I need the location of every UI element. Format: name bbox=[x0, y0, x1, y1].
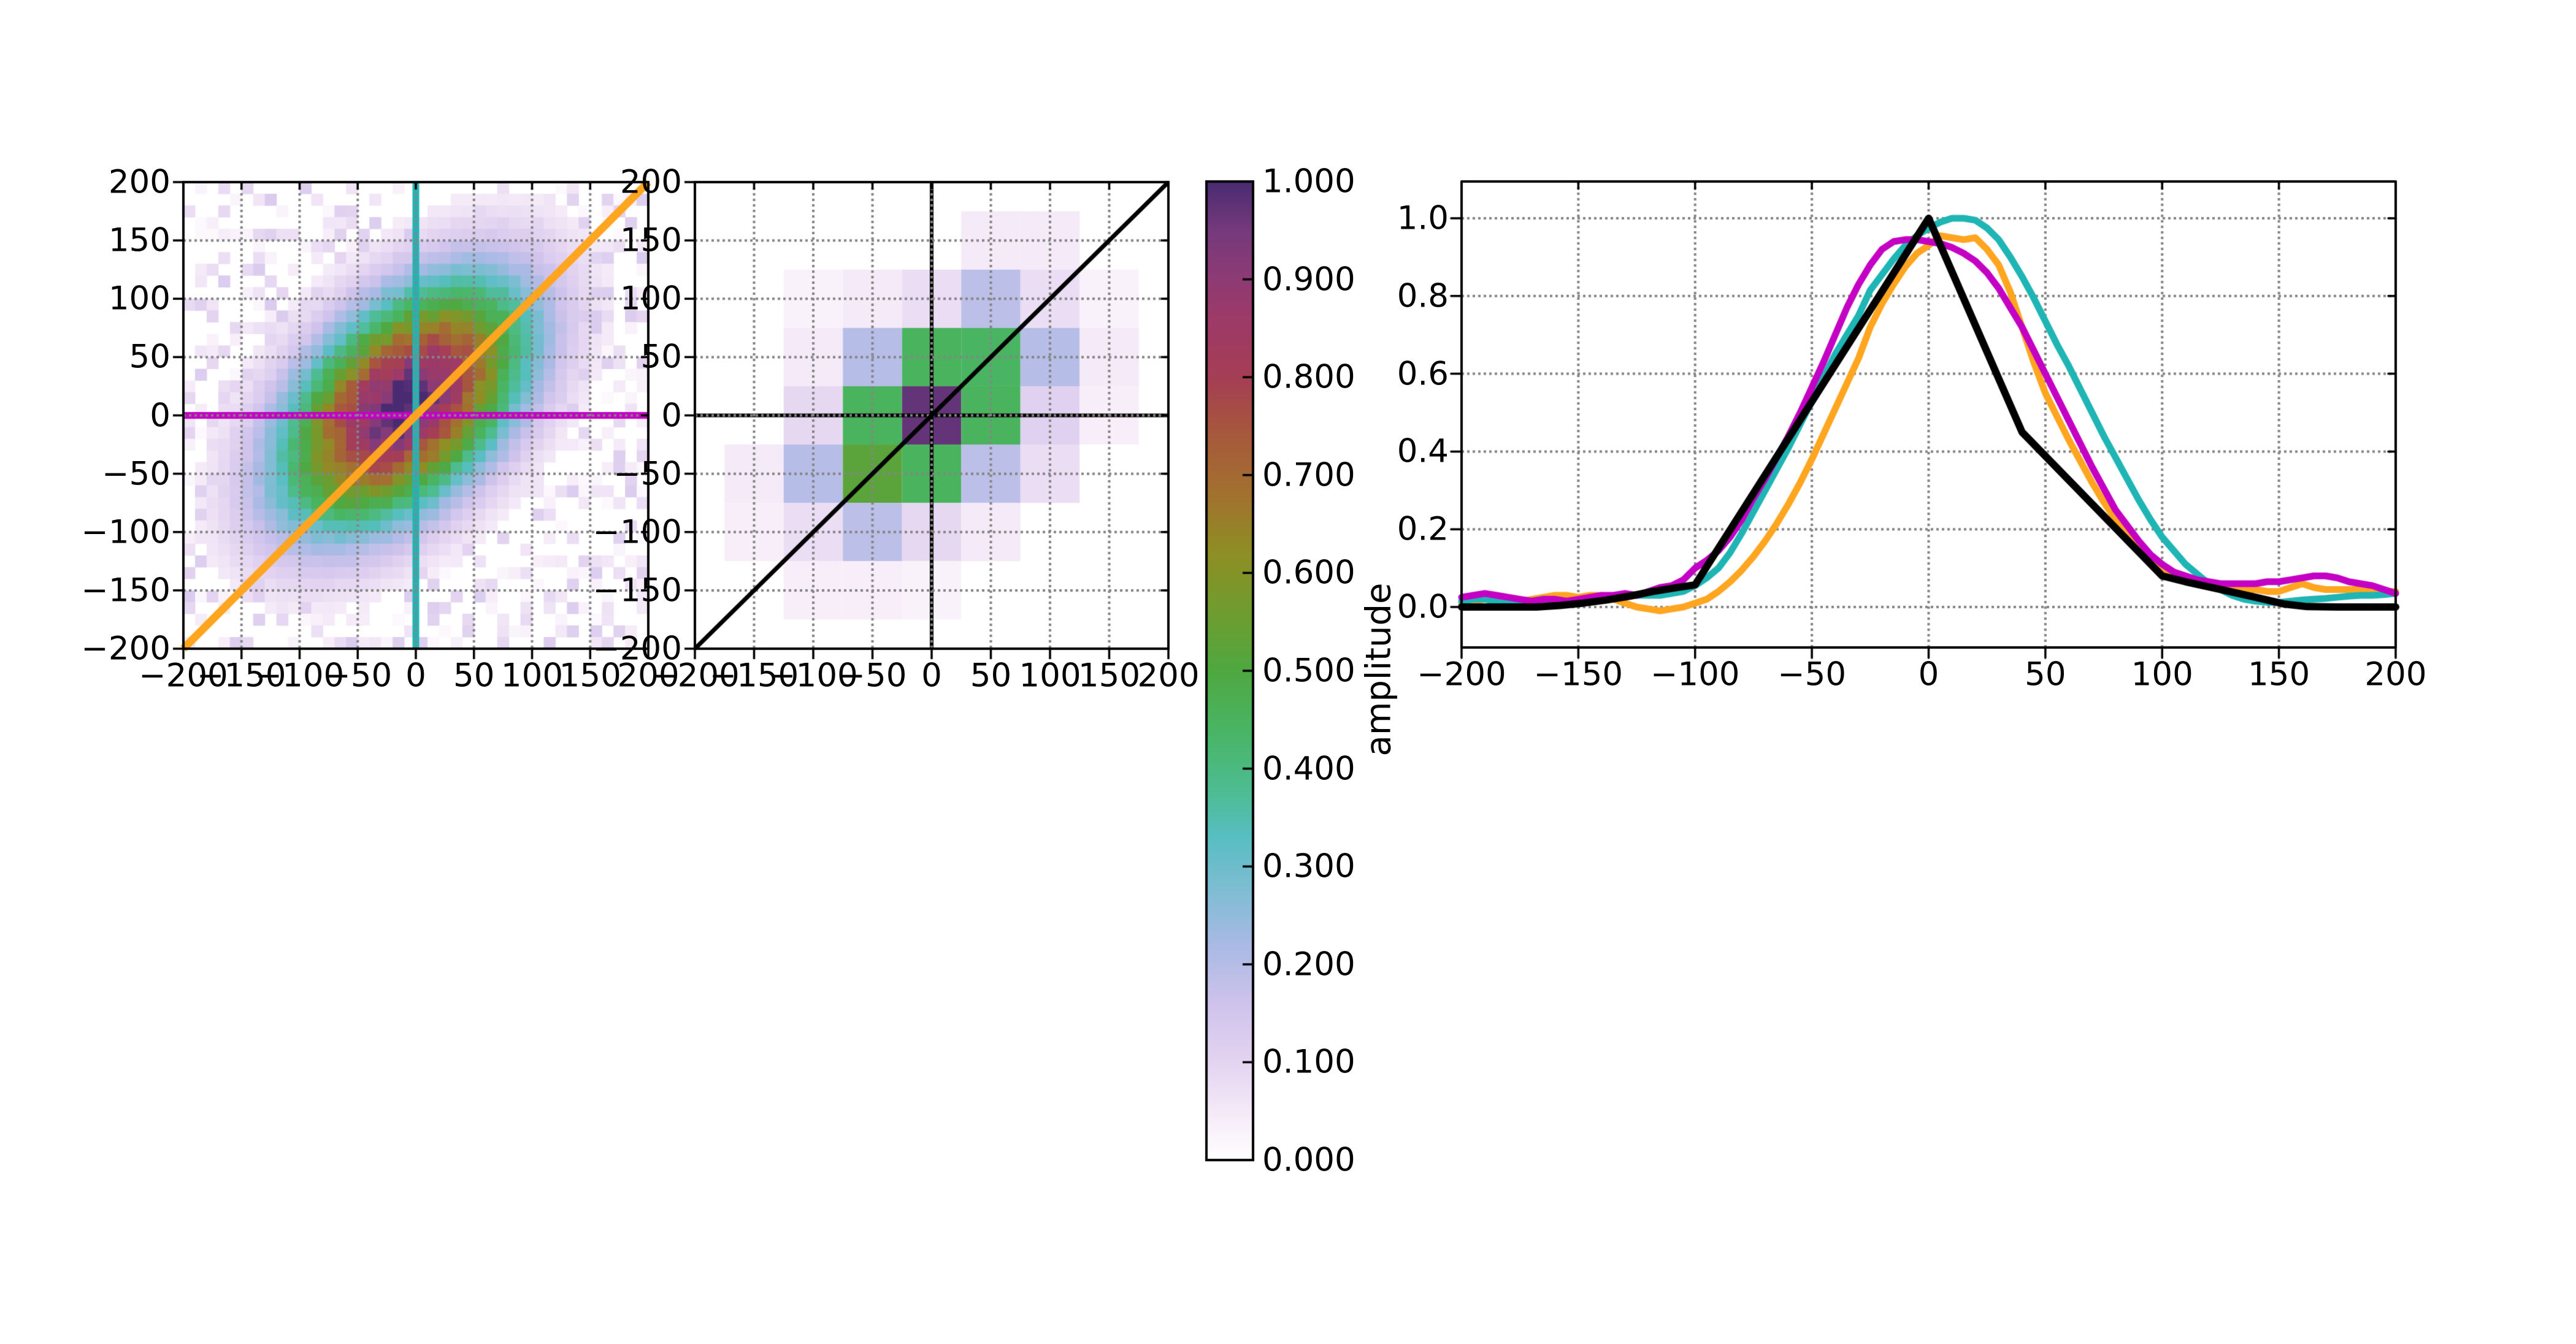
binned-map-x-tick-label: 100 bbox=[1019, 657, 1081, 695]
joint-map-x-tick-label: 0 bbox=[405, 657, 426, 695]
colorbar-tick-label: 0.900 bbox=[1262, 261, 1355, 299]
colorbar-tick-label: 0.100 bbox=[1262, 1043, 1355, 1081]
profiles-x-tick-label: −200 bbox=[1417, 655, 1506, 693]
binned-map-x-tick-label: 150 bbox=[1078, 657, 1141, 695]
binned-map-y-tick-label: 50 bbox=[640, 338, 682, 376]
joint-map-y-tick-label: 200 bbox=[108, 163, 171, 201]
profiles-x-tick-label: −100 bbox=[1650, 655, 1740, 693]
profiles-y-tick-label: 0.8 bbox=[1397, 277, 1449, 315]
profiles-x-tick-label: 200 bbox=[2364, 655, 2427, 693]
colorbar-tick-label: 0.300 bbox=[1262, 847, 1355, 885]
profiles-x-tick-label: 0 bbox=[1918, 655, 1939, 693]
profiles-x-tick-label: 50 bbox=[2025, 655, 2066, 693]
profiles-y-tick-label: 0.6 bbox=[1397, 355, 1449, 393]
joint-map-y-tick-label: −100 bbox=[81, 513, 171, 551]
colorbar-tick-label: 0.000 bbox=[1262, 1141, 1355, 1179]
binned-map-x-tick-label: −100 bbox=[769, 657, 858, 695]
profiles-x-tick-label: −50 bbox=[1777, 655, 1847, 693]
profiles-x-tick-label: 100 bbox=[2131, 655, 2193, 693]
joint-map-x-tick-label: 200 bbox=[617, 657, 680, 695]
colorbar-axis-label: amplitude bbox=[1359, 582, 1399, 757]
colorbar-tick-label: 0.600 bbox=[1262, 554, 1355, 592]
joint-map-x-tick-label: 50 bbox=[453, 657, 495, 695]
colorbar-tick-label: 1.000 bbox=[1262, 162, 1355, 200]
binned-map-y-tick-label: −50 bbox=[613, 455, 682, 493]
binned-map-x-tick-label: −200 bbox=[650, 657, 740, 695]
joint-map-y-tick-label: −150 bbox=[81, 571, 171, 609]
joint-map-x-tick-label: −100 bbox=[255, 657, 345, 695]
binned-map-y-tick-label: −200 bbox=[592, 630, 682, 668]
binned-map-y-tick-label: 100 bbox=[619, 280, 682, 318]
binned-map-y-tick-label: −150 bbox=[592, 571, 682, 609]
profiles-y-tick-label: 0.2 bbox=[1397, 510, 1449, 548]
binned-map-x-tick-label: 0 bbox=[921, 657, 942, 695]
joint-map-x-tick-label: −200 bbox=[139, 657, 228, 695]
joint-map-x-tick-label: −150 bbox=[196, 657, 286, 695]
binned-map-x-tick-label: −50 bbox=[838, 657, 907, 695]
joint-map-y-tick-label: 150 bbox=[108, 221, 171, 259]
joint-map-x-tick-label: −50 bbox=[323, 657, 393, 695]
binned-map-y-tick-label: −100 bbox=[592, 513, 682, 551]
binned-map-y-tick-label: 150 bbox=[619, 221, 682, 259]
colorbar-tick-label: 0.800 bbox=[1262, 358, 1355, 396]
colorbar-tick-label: 0.500 bbox=[1262, 652, 1355, 690]
joint-map-y-tick-label: 0 bbox=[150, 397, 171, 434]
binned-map-x-tick-label: 50 bbox=[970, 657, 1012, 695]
binned-map-x-tick-label: −150 bbox=[709, 657, 799, 695]
binned-map-x-tick-label: 200 bbox=[1137, 657, 1200, 695]
joint-map-y-tick-label: −200 bbox=[81, 630, 171, 668]
colorbar-tick-label: 0.200 bbox=[1262, 945, 1355, 983]
colorbar-tick-label: 0.400 bbox=[1262, 750, 1355, 788]
profiles-x-tick-label: 150 bbox=[2248, 655, 2310, 693]
joint-map-x-tick-label: 150 bbox=[559, 657, 621, 695]
profiles-x-tick-label: −150 bbox=[1533, 655, 1623, 693]
binned-map-y-tick-label: 200 bbox=[619, 163, 682, 201]
profiles-y-tick-label: 0.4 bbox=[1397, 432, 1449, 470]
colorbar-tick-label: 0.700 bbox=[1262, 456, 1355, 494]
joint-map-y-tick-label: 50 bbox=[129, 338, 171, 376]
profiles-y-tick-label: 1.0 bbox=[1397, 199, 1449, 237]
joint-map-x-tick-label: 100 bbox=[500, 657, 564, 695]
joint-map-y-tick-label: −50 bbox=[102, 455, 171, 493]
profiles-y-tick-label: 0.0 bbox=[1397, 588, 1449, 626]
binned-map-y-tick-label: 0 bbox=[661, 397, 682, 434]
joint-map-y-tick-label: 100 bbox=[108, 280, 171, 318]
